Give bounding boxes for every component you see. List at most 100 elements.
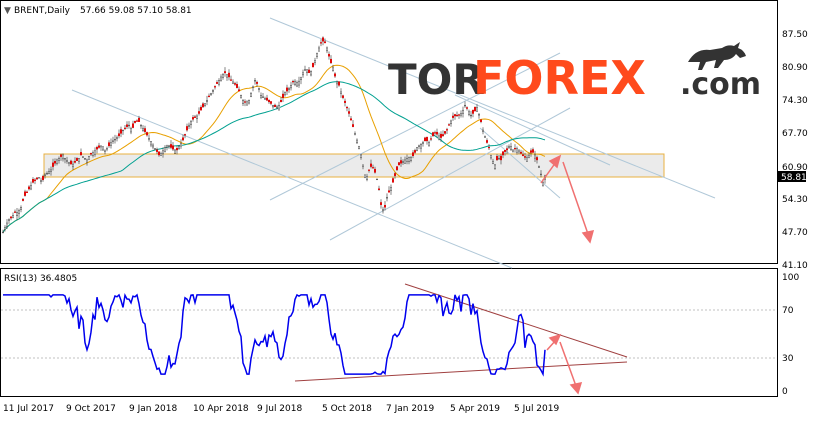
candle bbox=[205, 100, 208, 102]
candle bbox=[410, 157, 413, 161]
candle bbox=[69, 160, 72, 165]
candle bbox=[131, 123, 134, 128]
candle bbox=[286, 87, 289, 92]
candle bbox=[83, 158, 86, 160]
candle bbox=[398, 162, 401, 166]
candle bbox=[105, 148, 108, 150]
candle bbox=[161, 150, 164, 154]
candle bbox=[284, 92, 287, 96]
candle bbox=[296, 82, 299, 87]
candle bbox=[416, 147, 419, 151]
candle bbox=[514, 148, 517, 150]
candle bbox=[229, 79, 232, 81]
candle bbox=[22, 199, 25, 201]
candle bbox=[87, 156, 90, 160]
time-tick: 11 Jul 2017 bbox=[3, 404, 54, 414]
candle bbox=[171, 145, 174, 150]
trend-channel bbox=[71, 17, 716, 269]
candle bbox=[438, 135, 441, 140]
candle bbox=[430, 138, 433, 140]
candle bbox=[191, 117, 194, 120]
resistance-zone bbox=[43, 153, 665, 178]
candle bbox=[135, 120, 138, 122]
candle bbox=[364, 174, 367, 178]
candle bbox=[434, 132, 437, 134]
candle bbox=[18, 210, 21, 214]
candle bbox=[522, 154, 525, 157]
time-tick: 9 Jul 2018 bbox=[257, 404, 302, 414]
price-tick: 54.30 bbox=[782, 195, 808, 205]
candle bbox=[93, 150, 96, 155]
candle bbox=[50, 169, 53, 172]
price-tick: 74.30 bbox=[782, 96, 808, 106]
candle bbox=[107, 142, 110, 147]
candle bbox=[75, 157, 78, 161]
candle bbox=[260, 95, 263, 98]
candle bbox=[141, 128, 144, 131]
candle bbox=[536, 157, 539, 161]
candle bbox=[264, 98, 267, 100]
candle bbox=[298, 80, 301, 86]
header-arrow-icon[interactable]: ▼ bbox=[4, 6, 11, 16]
candle bbox=[77, 158, 80, 162]
candle bbox=[346, 106, 349, 109]
candle bbox=[179, 143, 182, 147]
rsi-arrow-down-head bbox=[569, 382, 583, 395]
candle bbox=[360, 154, 363, 158]
candle bbox=[24, 191, 27, 196]
candle bbox=[280, 100, 283, 103]
watermark-tor: TOR bbox=[388, 55, 485, 104]
candle bbox=[500, 155, 503, 161]
candle bbox=[442, 134, 445, 137]
channel-line-ascending-lower bbox=[329, 107, 571, 241]
candle bbox=[432, 132, 435, 137]
candle bbox=[207, 95, 210, 98]
candle bbox=[62, 154, 65, 160]
candle bbox=[52, 162, 55, 167]
candle bbox=[450, 120, 453, 125]
candle bbox=[324, 41, 327, 44]
candle bbox=[328, 53, 331, 57]
rsi-forecast-arrows bbox=[546, 333, 583, 395]
candle bbox=[402, 161, 405, 163]
candle bbox=[121, 129, 124, 132]
candle bbox=[502, 151, 505, 156]
candle bbox=[123, 127, 126, 129]
candle bbox=[446, 129, 449, 131]
candle bbox=[350, 118, 353, 121]
candle bbox=[498, 158, 501, 160]
candle bbox=[392, 178, 395, 183]
time-tick: 10 Apr 2018 bbox=[193, 404, 249, 414]
rsi-tick: 100 bbox=[782, 273, 799, 283]
candle bbox=[304, 69, 307, 71]
arrow-down-head bbox=[581, 230, 595, 244]
candle bbox=[56, 159, 59, 164]
candle bbox=[147, 138, 150, 140]
candle bbox=[199, 107, 202, 111]
candle bbox=[288, 88, 291, 90]
candle bbox=[462, 109, 465, 114]
candle bbox=[95, 147, 98, 150]
candle bbox=[380, 202, 383, 205]
candle bbox=[390, 187, 393, 191]
candle bbox=[153, 148, 156, 150]
candle bbox=[340, 91, 343, 94]
torforex-watermark: TOR FOREX .com bbox=[388, 42, 761, 105]
candle bbox=[149, 141, 152, 146]
candle bbox=[145, 132, 148, 136]
time-tick: 9 Jan 2018 bbox=[129, 404, 177, 414]
candle bbox=[342, 95, 345, 98]
candle bbox=[183, 134, 186, 136]
current-price-label: 58.81 bbox=[781, 173, 807, 183]
candle bbox=[73, 160, 76, 163]
candle bbox=[241, 100, 244, 104]
candle bbox=[211, 90, 214, 92]
candle bbox=[129, 128, 132, 133]
candle bbox=[382, 209, 385, 212]
candle bbox=[292, 81, 295, 83]
candle bbox=[245, 101, 248, 106]
candle bbox=[155, 149, 158, 152]
candle bbox=[428, 142, 431, 147]
candle bbox=[530, 150, 533, 153]
candle bbox=[344, 100, 347, 103]
